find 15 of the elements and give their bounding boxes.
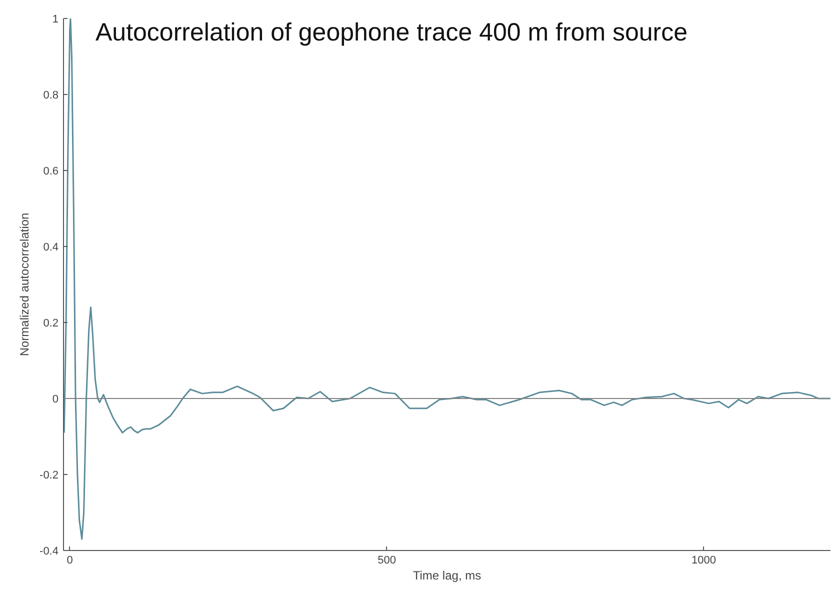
line-series — [64, 18, 830, 540]
x-tick-label: 1000 — [691, 554, 716, 566]
y-tick-label: -0.2 — [40, 470, 59, 482]
y-axis-title: Normalized autocorrelation — [18, 212, 32, 356]
x-tick-label: 0 — [66, 554, 73, 566]
y-tick-label: 0.2 — [43, 318, 59, 330]
y-tick-label: 0.4 — [43, 242, 59, 254]
chart-title: Autocorrelation of geophone trace 400 m from source — [96, 18, 688, 46]
x-tick-label: 500 — [378, 554, 396, 566]
y-tick-label: 0.6 — [43, 166, 59, 178]
x-axis-title: Time lag, ms — [412, 568, 482, 582]
y-tick-label: 1 — [52, 14, 59, 26]
y-tick-label: 0.8 — [43, 90, 59, 102]
y-tick-label: 0 — [52, 394, 59, 406]
y-tick-label: -0.4 — [40, 546, 59, 558]
